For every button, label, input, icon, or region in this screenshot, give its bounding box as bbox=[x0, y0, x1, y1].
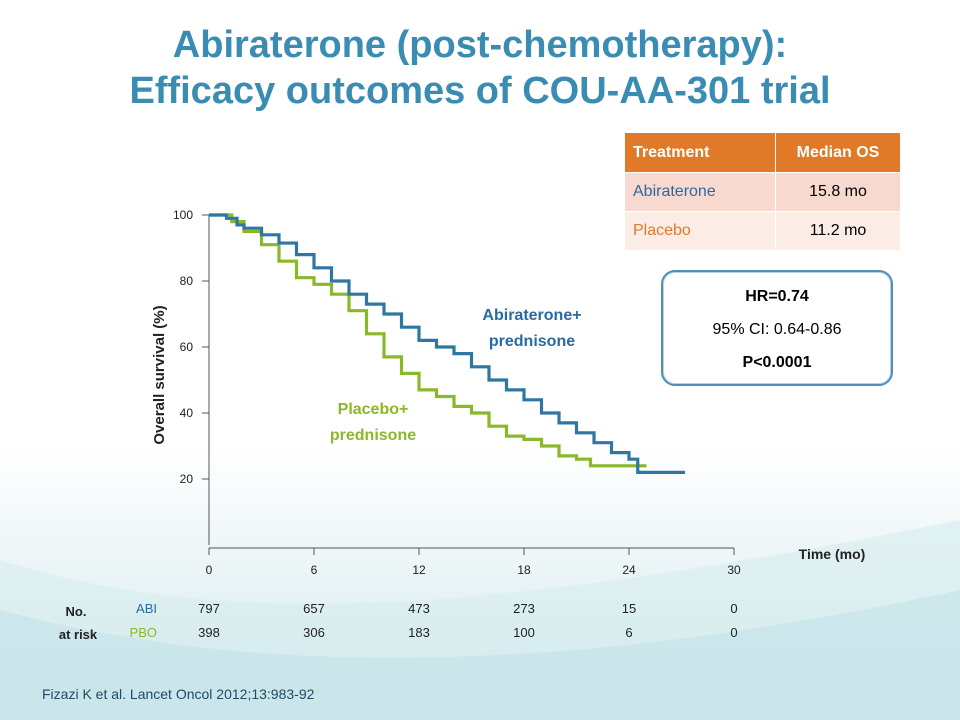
median-os-table: Treatment Median OS Abiraterone 15.8 mo … bbox=[625, 133, 900, 250]
title-line-1: Abiraterone (post-chemotherapy): bbox=[172, 24, 788, 66]
x-tick-label: 18 bbox=[517, 563, 531, 577]
at-risk-table: No. at risk ABI PBO 797 657 473 273 15 0 398 30… bbox=[59, 601, 738, 642]
abiraterone-survival-curve bbox=[209, 213, 685, 474]
at-risk-value: 0 bbox=[730, 625, 737, 640]
y-tick-label: 100 bbox=[173, 208, 193, 222]
y-tick-label: 20 bbox=[180, 472, 194, 486]
at-risk-header-line-2: at risk bbox=[59, 627, 98, 642]
at-risk-value: 306 bbox=[303, 625, 325, 640]
at-risk-row-label-abi: ABI bbox=[136, 601, 157, 616]
y-tick-label: 60 bbox=[180, 340, 194, 354]
at-risk-value: 183 bbox=[408, 625, 430, 640]
at-risk-row-label-pbo: PBO bbox=[130, 625, 157, 640]
placebo-label-line-2: prednisone bbox=[330, 427, 416, 444]
y-axis-label: Overall survival (%) bbox=[151, 305, 168, 444]
at-risk-value: 0 bbox=[730, 601, 737, 616]
abiraterone-curve-label: Abiraterone+ prednisone bbox=[482, 307, 581, 350]
at-risk-value: 657 bbox=[303, 601, 325, 616]
os-table-row: Abiraterone 15.8 mo bbox=[625, 172, 900, 212]
hazard-ratio-box: HR=0.74 95% CI: 0.64-0.86 P<0.0001 bbox=[661, 270, 893, 386]
survival-curves bbox=[209, 213, 685, 474]
y-tick-label: 80 bbox=[180, 274, 194, 288]
os-header-median: Median OS bbox=[775, 133, 900, 173]
at-risk-value: 398 bbox=[198, 625, 220, 640]
x-tick-label: 6 bbox=[311, 563, 318, 577]
slide-title: Abiraterone (post-chemotherapy): Efficac… bbox=[0, 22, 960, 114]
os-median-placebo: 11.2 mo bbox=[775, 211, 900, 250]
x-tick-label: 24 bbox=[622, 563, 636, 577]
citation: Fizazi K et al. Lancet Oncol 2012;13:983… bbox=[42, 686, 315, 702]
abiraterone-label-line-2: prednisone bbox=[489, 333, 575, 350]
hazard-ratio: HR=0.74 bbox=[745, 288, 809, 305]
p-value: P<0.0001 bbox=[742, 354, 812, 371]
os-treatment-placebo: Placebo bbox=[625, 211, 776, 250]
placebo-survival-curve bbox=[209, 213, 647, 468]
at-risk-value: 273 bbox=[513, 601, 535, 616]
at-risk-value: 100 bbox=[513, 625, 535, 640]
x-tick-label: 0 bbox=[206, 563, 213, 577]
at-risk-value: 797 bbox=[198, 601, 220, 616]
os-header-treatment: Treatment bbox=[625, 133, 776, 173]
at-risk-header-line-1: No. bbox=[66, 604, 87, 619]
abiraterone-label-line-1: Abiraterone+ bbox=[482, 307, 581, 324]
y-tick-label: 40 bbox=[180, 406, 194, 420]
at-risk-value: 473 bbox=[408, 601, 430, 616]
at-risk-value: 15 bbox=[622, 601, 636, 616]
placebo-curve-label: Placebo+ prednisone bbox=[330, 401, 416, 444]
os-median-abiraterone: 15.8 mo bbox=[775, 172, 900, 212]
y-axis: 20 40 60 80 100 bbox=[173, 208, 210, 545]
confidence-interval: 95% CI: 0.64-0.86 bbox=[712, 321, 842, 338]
title-line-2: Efficacy outcomes of COU-AA-301 trial bbox=[129, 70, 831, 112]
x-axis-label: Time (mo) bbox=[799, 546, 866, 562]
x-tick-label: 30 bbox=[727, 563, 741, 577]
placebo-label-line-1: Placebo+ bbox=[338, 401, 409, 418]
x-tick-label: 12 bbox=[412, 563, 426, 577]
x-axis: 0 6 12 18 24 30 bbox=[206, 547, 741, 577]
at-risk-value: 6 bbox=[625, 625, 632, 640]
os-table-header: Treatment Median OS bbox=[625, 133, 900, 173]
os-table-row: Placebo 11.2 mo bbox=[625, 211, 900, 250]
os-treatment-abiraterone: Abiraterone bbox=[625, 172, 776, 212]
